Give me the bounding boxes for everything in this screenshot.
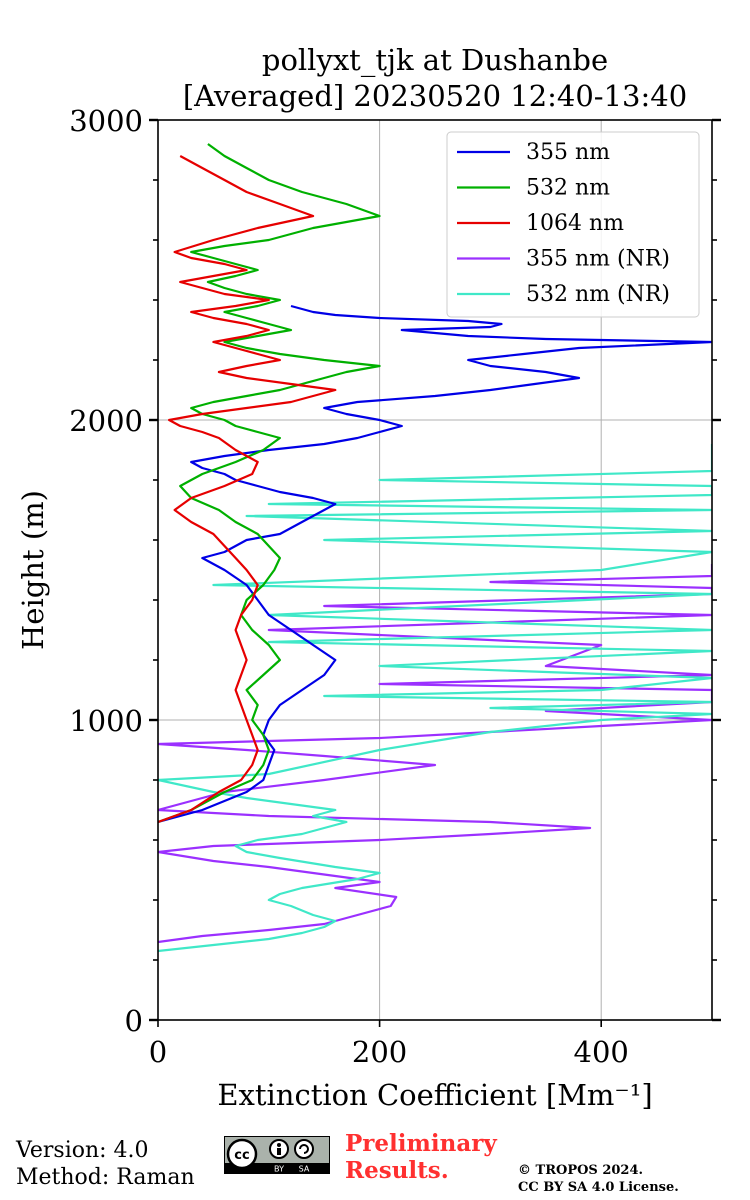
- copyright-text: © TROPOS 2024.: [518, 1163, 644, 1178]
- series-line-2: [158, 155, 337, 824]
- x-tick-label: 200: [352, 1035, 407, 1069]
- by-text: BY: [274, 1165, 284, 1174]
- x-axis-label: Extinction Coefficient [Mm⁻¹]: [217, 1078, 652, 1112]
- series-line-1: [158, 143, 381, 824]
- sa-text: SA: [299, 1165, 310, 1174]
- x-tick-label: 400: [574, 1035, 629, 1069]
- cc-text: cc: [234, 1148, 249, 1163]
- legend-box: [446, 131, 700, 318]
- y-tick-label: 2000: [69, 404, 143, 438]
- chart-title: pollyxt_tjk at Dushanbe: [261, 43, 609, 77]
- series-line-3: [158, 564, 712, 944]
- chart-subtitle: [Averaged] 20230520 12:40-13:40: [182, 79, 688, 113]
- method-text: Method: Raman: [16, 1165, 195, 1190]
- y-tick-label: 0: [125, 1004, 143, 1038]
- legend: 355 nm 532 nm 1064 nm 355 nm (NR) 532 nm (NR…: [446, 131, 700, 318]
- series-line-4: [158, 444, 712, 953]
- series-line-0: [158, 304, 712, 824]
- plot-frame: [157, 119, 713, 1021]
- y-tick-label: 3000: [69, 104, 143, 138]
- preliminary-label: Preliminary: [345, 1130, 497, 1157]
- legend-entry: 355 nm: [526, 140, 610, 165]
- results-label: Results.: [345, 1157, 449, 1184]
- license-text: CC BY SA 4.0 License.: [518, 1180, 679, 1195]
- axis-ticks: 0 200 400 0 1000 2000 3000: [69, 104, 721, 1069]
- x-tick-label: 0: [149, 1035, 167, 1069]
- legend-entry: 532 nm (NR): [526, 282, 670, 307]
- version-text: Version: 4.0: [16, 1138, 149, 1163]
- y-tick-label: 1000: [69, 704, 143, 738]
- data-series: [158, 143, 712, 953]
- cc-by-sa-badge-icon: cc BY SA: [224, 1136, 330, 1174]
- legend-entry: 1064 nm: [526, 211, 624, 236]
- y-axis-label: Height (m): [16, 490, 50, 650]
- extinction-chart: 0 200 400 0 1000 2000 3000 355 nm 532 nm 1064 nm…: [16, 104, 721, 1112]
- legend-entry: 532 nm: [526, 176, 610, 201]
- legend-entry: 355 nm (NR): [526, 247, 670, 272]
